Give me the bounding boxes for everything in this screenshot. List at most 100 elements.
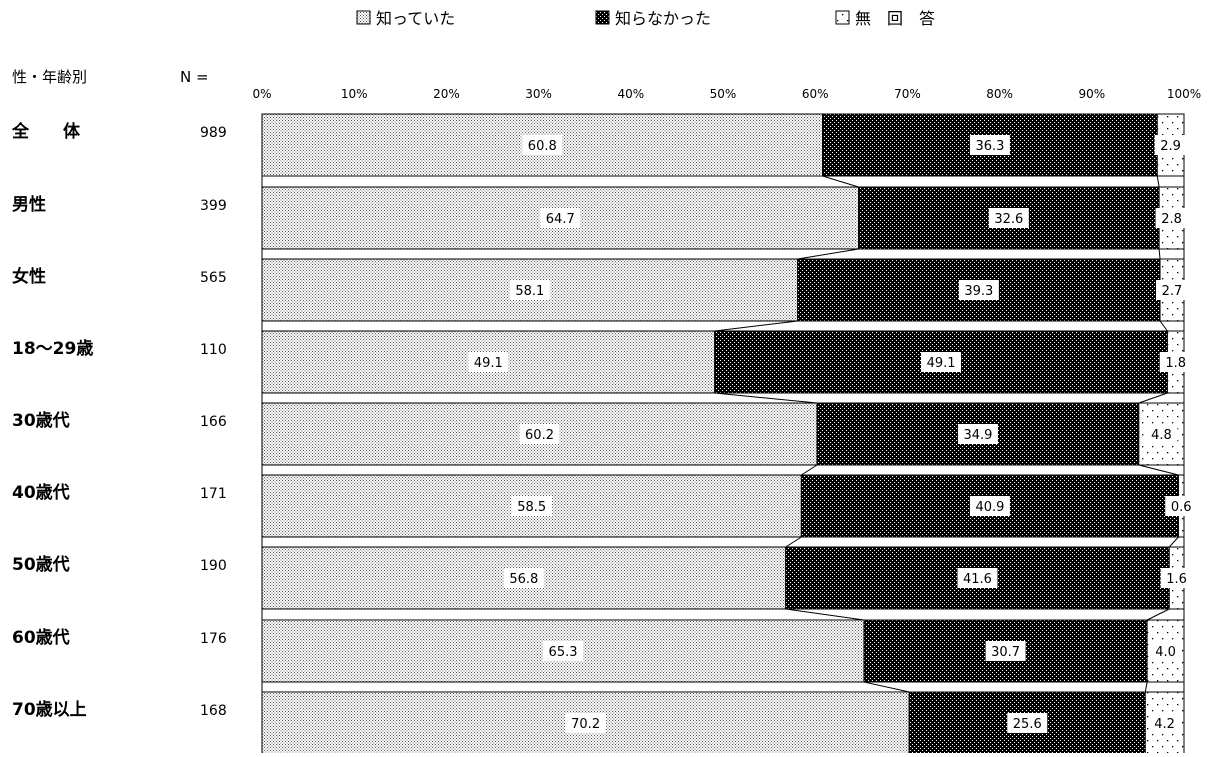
- data-label-box: [503, 568, 544, 588]
- connector-line: [714, 320, 798, 332]
- data-label-box: [1155, 208, 1188, 228]
- bar-segment-known: [261, 474, 802, 538]
- x-tick-label: 0%: [252, 87, 271, 101]
- data-label-text: 4.0: [1155, 645, 1176, 660]
- data-label-text: 70.2: [571, 717, 600, 732]
- data-label-box: [1145, 424, 1178, 444]
- legend-swatch-unknown: [595, 10, 610, 25]
- legend-label-noanswer: 無 回 答: [855, 9, 935, 28]
- data-label-box: [957, 424, 998, 444]
- connector-line: [1138, 392, 1168, 404]
- data-label-text: 32.6: [994, 212, 1023, 227]
- data-label-box: [511, 496, 552, 516]
- connector-line: [797, 248, 859, 260]
- connector-line: [1156, 175, 1160, 188]
- legend-swatch-known: [356, 10, 371, 25]
- data-label-box: [1165, 496, 1198, 516]
- data-label-text: 56.8: [509, 572, 538, 587]
- data-label-box: [565, 713, 606, 733]
- data-label-box: [1007, 713, 1048, 733]
- data-label-box: [985, 641, 1026, 661]
- connector-line: [1144, 681, 1148, 693]
- data-label-box: [1156, 280, 1189, 300]
- bar-row: 30歳代 166 60.2 34.9 4.8: [12, 402, 1185, 466]
- data-label-known: 65.3: [543, 641, 584, 661]
- x-tick-label: 20%: [433, 87, 460, 101]
- data-label-text: 4.8: [1151, 428, 1172, 443]
- x-tick-label: 10%: [341, 87, 368, 101]
- data-label-box: [969, 496, 1010, 516]
- data-label-unknown: 41.6: [957, 568, 998, 588]
- data-label-box: [522, 135, 563, 155]
- x-axis-ticks: 0% 10% 20% 30% 40% 50% 60% 70% 80% 90% 100%: [252, 87, 1201, 101]
- data-label-box: [1160, 568, 1193, 588]
- data-label-unknown: 30.7: [985, 641, 1026, 661]
- category-label: 18～29歳: [12, 338, 93, 359]
- data-label-box: [988, 208, 1029, 228]
- data-label-known: 70.2: [565, 713, 606, 733]
- connector-line: [1158, 248, 1161, 260]
- legend-item-unknown: 知らなかった: [595, 9, 711, 28]
- data-label-box: [921, 352, 962, 372]
- data-label-text: 2.7: [1162, 284, 1183, 299]
- n-value: 190: [200, 558, 227, 574]
- data-label-known: 60.8: [522, 135, 563, 155]
- data-label-unknown: 36.3: [969, 135, 1010, 155]
- data-label-text: 1.8: [1165, 356, 1186, 371]
- data-label-unknown: 32.6: [988, 208, 1029, 228]
- data-label-box: [1159, 352, 1192, 372]
- category-label: 50歳代: [12, 554, 70, 575]
- connector-line: [801, 464, 818, 476]
- data-label-known: 49.1: [468, 352, 509, 372]
- data-label-text: 49.1: [474, 356, 503, 371]
- data-label-text: 34.9: [963, 428, 992, 443]
- data-label-unknown: 40.9: [969, 496, 1010, 516]
- data-label-text: 36.3: [975, 139, 1004, 154]
- bar-row: 40歳代 171 58.5 40.9 0.6: [12, 474, 1198, 538]
- data-label-known: 58.5: [511, 496, 552, 516]
- data-label-noanswer: 4.0: [1149, 641, 1182, 661]
- x-tick-label: 80%: [986, 87, 1013, 101]
- n-value: 168: [200, 703, 227, 719]
- bar-row: 70歳以上 168 70.2 25.6 4.2: [12, 691, 1185, 755]
- data-label-text: 4.2: [1154, 717, 1175, 732]
- n-value: 565: [200, 270, 227, 286]
- data-label-noanswer: 1.6: [1160, 568, 1193, 588]
- data-label-box: [1149, 641, 1182, 661]
- data-label-noanswer: 2.8: [1155, 208, 1188, 228]
- category-label: 40歳代: [12, 482, 70, 503]
- connector-line: [863, 681, 910, 693]
- data-label-noanswer: 4.8: [1145, 424, 1178, 444]
- n-header: N =: [180, 68, 209, 86]
- data-label-noanswer: 1.8: [1159, 352, 1192, 372]
- x-tick-label: 60%: [802, 87, 829, 101]
- data-label-text: 2.8: [1161, 212, 1182, 227]
- data-label-noanswer: 4.2: [1148, 713, 1181, 733]
- bar-row: 男性 399 64.7 32.6 2.8: [12, 186, 1188, 250]
- data-label-text: 25.6: [1013, 717, 1042, 732]
- data-label-box: [509, 280, 550, 300]
- data-label-box: [543, 641, 584, 661]
- data-label-known: 60.2: [519, 424, 560, 444]
- data-label-text: 0.6: [1171, 500, 1192, 515]
- legend-item-known: 知っていた: [356, 9, 455, 28]
- data-label-text: 1.6: [1166, 572, 1187, 587]
- data-label-text: 60.2: [525, 428, 554, 443]
- data-label-noanswer: 2.9: [1154, 135, 1187, 155]
- n-value: 110: [200, 342, 227, 358]
- data-label-known: 58.1: [509, 280, 550, 300]
- x-tick-label: 70%: [894, 87, 921, 101]
- data-label-known: 56.8: [503, 568, 544, 588]
- segment-connectors: [261, 175, 1185, 693]
- group-header: 性・年齢別: [12, 68, 87, 86]
- bar-row: 全 体 989 60.8 36.3 2.9: [11, 113, 1187, 177]
- legend-label-known: 知っていた: [376, 9, 455, 28]
- connector-line: [714, 392, 818, 404]
- data-label-text: 39.3: [964, 284, 993, 299]
- data-label-box: [1154, 135, 1187, 155]
- category-label: 全 体: [11, 121, 81, 142]
- n-value: 399: [200, 198, 227, 214]
- data-label-box: [957, 568, 998, 588]
- data-label-text: 58.1: [515, 284, 544, 299]
